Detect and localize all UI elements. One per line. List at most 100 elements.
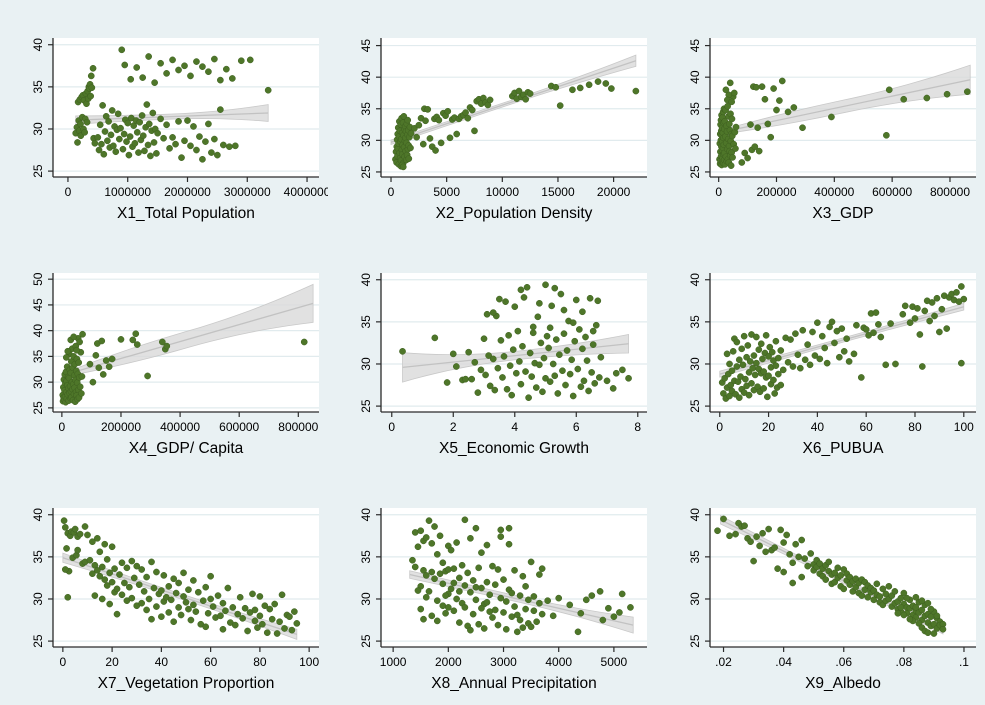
- x-tick-label: 60: [204, 655, 218, 669]
- data-point: [935, 328, 943, 336]
- data-point: [507, 362, 514, 370]
- data-point: [746, 538, 754, 546]
- data-point: [246, 56, 254, 64]
- data-point: [877, 333, 884, 341]
- data-point: [187, 616, 195, 624]
- data-point: [573, 296, 580, 304]
- data-point: [143, 101, 151, 108]
- data-point: [138, 566, 146, 573]
- data-point: [474, 389, 482, 396]
- data-point: [497, 337, 505, 344]
- data-point: [803, 562, 811, 570]
- data-point: [114, 110, 122, 118]
- data-point: [481, 625, 488, 632]
- data-point: [791, 540, 799, 548]
- data-point: [483, 578, 491, 586]
- data-point: [933, 612, 940, 620]
- x-tick-label: 20000: [597, 185, 631, 199]
- scatter-plot-svg: 25 30 35 40 .02 .04 .06 .08 .1 X9_Albedo: [688, 508, 976, 692]
- data-point: [251, 606, 259, 614]
- data-point: [108, 107, 116, 114]
- data-point: [121, 579, 128, 587]
- data-point: [742, 353, 750, 361]
- data-point: [749, 557, 757, 565]
- data-point: [130, 574, 138, 582]
- data-point: [143, 573, 150, 581]
- x-tick-labels: 0 20 40 60 80 100: [60, 647, 319, 669]
- data-point: [95, 364, 103, 372]
- x-tick-label: 15000: [542, 185, 576, 199]
- data-point: [86, 556, 94, 564]
- y-tick-label: 25: [688, 399, 702, 413]
- data-point: [412, 563, 419, 571]
- data-point: [116, 135, 123, 143]
- scatter-plot-svg: 25 30 35 40 0 1000000 2000000 3000000 4000000 X1_…: [31, 38, 328, 222]
- data-point: [555, 594, 563, 602]
- data-point: [823, 359, 831, 367]
- data-point: [520, 294, 528, 301]
- data-point: [963, 88, 971, 96]
- data-point: [450, 579, 458, 587]
- y-tick-labels: 25 30 35 40 45 50: [31, 272, 53, 415]
- y-tick-label: 25: [359, 165, 373, 179]
- data-point: [428, 568, 436, 576]
- data-point: [159, 338, 166, 346]
- data-point: [61, 566, 69, 573]
- scatter-plot-svg: 25 30 35 40 1000 2000 3000 4000 5000 X8_Annual Pr…: [359, 508, 648, 692]
- data-point: [300, 338, 308, 346]
- data-point: [79, 330, 86, 338]
- data-point: [713, 527, 721, 535]
- data-point: [924, 599, 931, 607]
- y-tick-label: 35: [359, 315, 373, 329]
- data-point: [89, 570, 96, 578]
- x-axis-title: X4_GDP/ Capita: [129, 440, 244, 457]
- data-point: [125, 151, 133, 159]
- data-point: [763, 393, 771, 401]
- data-point: [135, 581, 143, 589]
- x-tick-label: 80: [253, 655, 267, 669]
- data-point: [175, 118, 182, 125]
- data-point: [199, 597, 207, 605]
- x-tick-label: 0: [716, 420, 723, 434]
- data-point: [420, 566, 428, 574]
- data-point: [172, 589, 180, 597]
- data-point: [73, 346, 80, 354]
- data-point: [599, 616, 607, 624]
- data-point: [539, 565, 546, 573]
- data-point: [261, 602, 269, 610]
- data-point: [271, 600, 279, 608]
- data-point: [74, 139, 81, 146]
- data-points: [713, 515, 946, 637]
- data-point: [229, 604, 237, 611]
- data-point: [758, 83, 766, 91]
- y-tick-label: 40: [359, 508, 373, 522]
- data-point: [442, 609, 450, 617]
- data-point: [913, 305, 921, 312]
- data-point: [933, 294, 940, 302]
- data-point: [522, 582, 530, 590]
- data-point: [740, 522, 748, 530]
- data-point: [461, 604, 469, 611]
- data-point: [752, 83, 760, 91]
- data-point: [81, 129, 89, 136]
- x-axis-title: X3_GDP: [812, 205, 873, 222]
- data-point: [784, 108, 792, 116]
- data-point: [64, 593, 72, 601]
- data-point: [163, 342, 171, 350]
- data-point: [84, 531, 91, 539]
- x-tick-label: 0: [65, 185, 72, 199]
- x-tick-label: 40: [155, 655, 169, 669]
- data-point: [582, 333, 590, 341]
- data-point: [903, 594, 910, 602]
- data-point: [755, 346, 762, 354]
- data-point: [516, 358, 524, 365]
- data-point: [912, 593, 919, 601]
- data-point: [249, 590, 256, 598]
- grid-lines: [709, 514, 976, 642]
- data-point: [113, 610, 121, 618]
- data-point: [219, 625, 227, 633]
- data-point: [158, 613, 165, 621]
- grid-lines: [381, 44, 648, 173]
- data-point: [872, 309, 879, 316]
- fit-line: [718, 79, 971, 134]
